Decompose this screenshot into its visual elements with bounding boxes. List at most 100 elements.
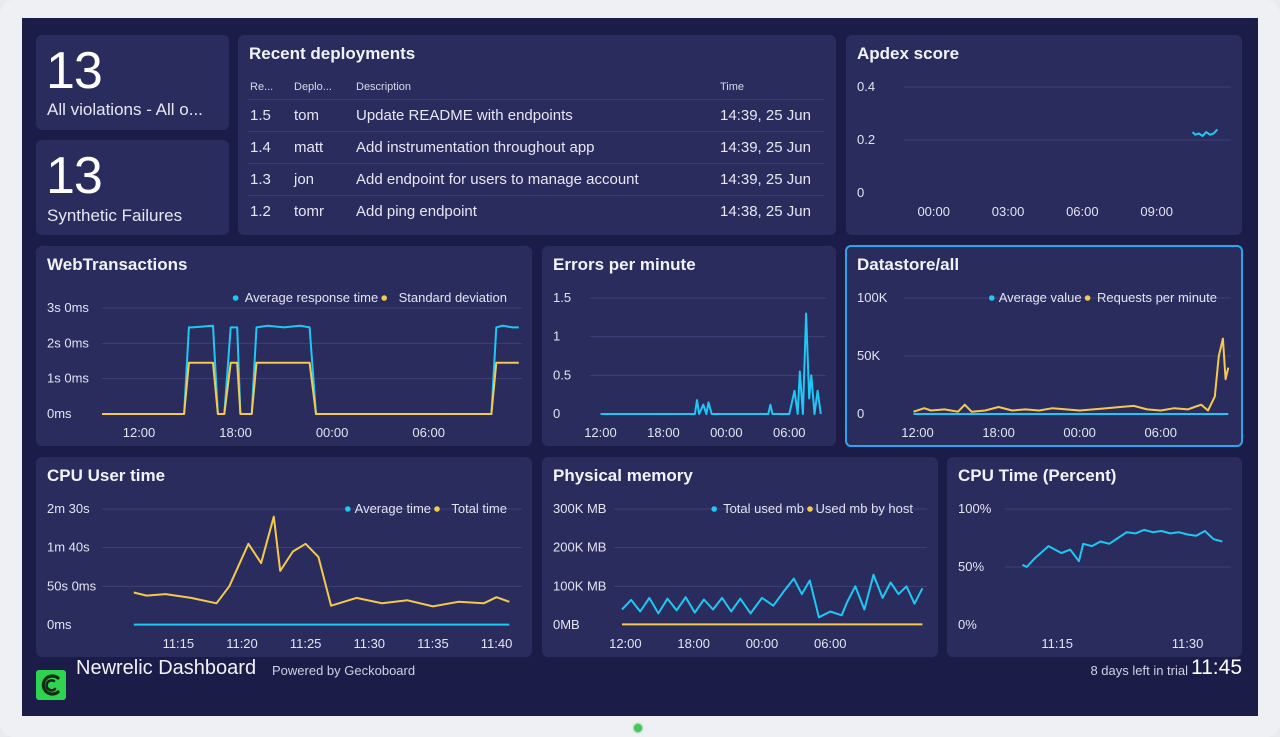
y-tick-label: 0% <box>958 617 977 632</box>
chart-title: Datastore/all <box>857 255 960 274</box>
series-line <box>1021 528 1223 568</box>
description-cell: Add instrumentation throughout app <box>354 131 718 164</box>
deployer-cell: matt <box>292 131 354 164</box>
x-tick-label: 18:00 <box>647 425 680 440</box>
legend-swatch <box>232 295 239 301</box>
apdex-widget[interactable]: Apdex score 0.4 0.2 0 00:00 03:00 06:00 09:00 <box>846 35 1242 235</box>
y-tick-label: 50s 0ms <box>47 578 97 593</box>
legend-item-label: Average time <box>355 501 431 516</box>
y-tick-label: 100% <box>958 501 992 516</box>
legend-item-label: Requests per minute <box>1097 290 1217 305</box>
table-row[interactable]: 1.2 tomr Add ping endpoint 14:38, 25 Jun <box>248 195 824 227</box>
deployer-cell: jon <box>292 163 354 196</box>
legend-item-label: Standard deviation <box>399 290 507 305</box>
synthetic-failures-widget[interactable]: 13 Synthetic Failures <box>36 140 229 235</box>
revision-cell: 1.3 <box>248 163 292 196</box>
revision-cell: 1.5 <box>248 99 292 132</box>
x-tick-label: 00:00 <box>1063 425 1096 440</box>
deployments-table: Re... Deplo... Description Time 1.5 tom … <box>248 75 824 227</box>
table-row[interactable]: 1.3 jon Add endpoint for users to manage… <box>248 163 824 196</box>
y-tick-label: 0ms <box>47 406 72 421</box>
violations-label: All violations - All o... <box>47 100 203 119</box>
time-cell: 14:38, 25 Jun <box>718 195 824 227</box>
series-line <box>600 312 822 415</box>
x-tick-label: 06:00 <box>773 425 806 440</box>
y-tick-label: 0.4 <box>857 79 875 94</box>
cpu-user-time-chart: 2m 30s 1m 40s 50s 0ms 0ms 11:15 11:20 11:25 11:… <box>47 501 522 651</box>
clock: 11:45 <box>1191 656 1242 679</box>
column-header-description[interactable]: Description <box>356 81 412 93</box>
physical-memory-chart: 300K MB 200K MB 100K MB 0MB 12:00 18:00 00:00 0… <box>553 501 927 651</box>
description-cell: Add ping endpoint <box>354 195 718 227</box>
geckoboard-logo-icon <box>36 670 66 700</box>
webtransactions-chart: 3s 0ms 2s 0ms 1s 0ms 0ms 12:00 18:00 00:00 06:0… <box>47 290 522 440</box>
y-tick-label: 2s 0ms <box>47 335 89 350</box>
x-tick-label: 09:00 <box>1140 204 1173 219</box>
y-tick-label: 0 <box>857 406 864 421</box>
x-tick-label: 00:00 <box>316 425 349 440</box>
deployments-header-row: Re... Deplo... Description Time <box>248 75 824 100</box>
x-tick-label: 11:15 <box>163 636 195 651</box>
column-header-revision[interactable]: Re... <box>250 81 274 93</box>
cpu-time-percent-widget[interactable]: CPU Time (Percent) 100% 50% 0% 11:15 11:30 <box>947 457 1242 657</box>
x-tick-label: 06:00 <box>1066 204 1099 219</box>
trial-status[interactable]: 8 days left in trial <box>1090 663 1188 678</box>
chart-title: CPU User time <box>47 466 166 485</box>
violations-count: 13 <box>46 42 103 100</box>
x-tick-label: 11:40 <box>481 636 513 651</box>
description-cell: Add endpoint for users to manage account <box>354 163 718 196</box>
x-tick-label: 12:00 <box>901 425 934 440</box>
legend-item-label: Total used mb <box>723 501 804 516</box>
legend-swatch <box>381 295 388 301</box>
legend-swatch <box>711 506 717 512</box>
recent-deployments-widget[interactable]: Recent deployments Re... Deplo... Descri… <box>238 35 836 235</box>
y-tick-label: 1 <box>553 329 560 344</box>
x-tick-label: 18:00 <box>219 425 252 440</box>
y-tick-label: 2m 30s <box>47 501 90 516</box>
physical-memory-widget[interactable]: Physical memory 300K MB 200K MB 100K MB 0MB… <box>542 457 938 657</box>
revision-cell: 1.2 <box>248 195 292 227</box>
powered-by-link[interactable]: Powered by Geckoboard <box>272 663 416 678</box>
series-line <box>102 361 519 415</box>
deployer-cell: tomr <box>292 195 354 227</box>
y-tick-label: 200K MB <box>553 540 606 555</box>
chart-title: Apdex score <box>857 44 960 63</box>
cpu-user-time-widget[interactable]: CPU User time 2m 30s 1m 40s 50s 0ms 0ms 11:1… <box>36 457 532 657</box>
x-tick-label: 11:25 <box>290 636 322 651</box>
synthetic-failures-label: Synthetic Failures <box>47 206 183 225</box>
description-cell: Update README with endpoints <box>354 99 718 132</box>
x-tick-label: 00:00 <box>917 204 950 219</box>
y-tick-label: 50% <box>958 559 984 574</box>
x-tick-label: 18:00 <box>677 636 710 651</box>
cpu-time-percent-chart: 100% 50% 0% 11:15 11:30 <box>958 501 1231 651</box>
table-row[interactable]: 1.4 matt Add instrumentation throughout … <box>248 131 824 164</box>
y-tick-label: 1.5 <box>553 290 571 305</box>
legend-swatch <box>1084 295 1091 301</box>
y-tick-label: 0 <box>857 185 864 200</box>
errors-widget[interactable]: Errors per minute 1.5 1 0.5 0 12:00 18:00 00:0… <box>542 246 836 446</box>
x-tick-label: 11:15 <box>1041 636 1073 651</box>
series-line <box>1191 128 1219 137</box>
y-tick-label: 3s 0ms <box>47 300 89 315</box>
x-tick-label: 12:00 <box>609 636 642 651</box>
chart-title: Errors per minute <box>553 255 696 274</box>
webtransactions-widget[interactable]: WebTransactions 3s 0ms 2s 0ms 1s 0ms 0ms 12:… <box>36 246 532 446</box>
violations-widget[interactable]: 13 All violations - All o... <box>36 35 229 130</box>
datastore-widget[interactable]: Datastore/all 100K 50K 0 12:00 18:00 00:00 06:… <box>845 245 1243 447</box>
column-header-time[interactable]: Time <box>720 81 745 93</box>
y-tick-label: 0MB <box>553 617 580 632</box>
legend-swatch <box>434 506 440 512</box>
time-cell: 14:39, 25 Jun <box>718 163 824 196</box>
table-row[interactable]: 1.5 tom Update README with endpoints 14:… <box>248 99 824 132</box>
legend-item-label: Average response time <box>245 290 378 305</box>
x-tick-label: 06:00 <box>1144 425 1177 440</box>
legend-item-label: Used mb by host <box>815 501 913 516</box>
errors-chart: 1.5 1 0.5 0 12:00 18:00 00:00 06:00 <box>553 290 826 440</box>
x-tick-label: 18:00 <box>982 425 1015 440</box>
x-tick-label: 06:00 <box>412 425 445 440</box>
legend-swatch <box>989 295 995 301</box>
column-header-deployer[interactable]: Deplo... <box>294 81 332 93</box>
legend-item-label: Average value <box>999 290 1082 305</box>
x-tick-label: 11:35 <box>417 636 449 651</box>
x-tick-label: 11:30 <box>1172 636 1204 651</box>
